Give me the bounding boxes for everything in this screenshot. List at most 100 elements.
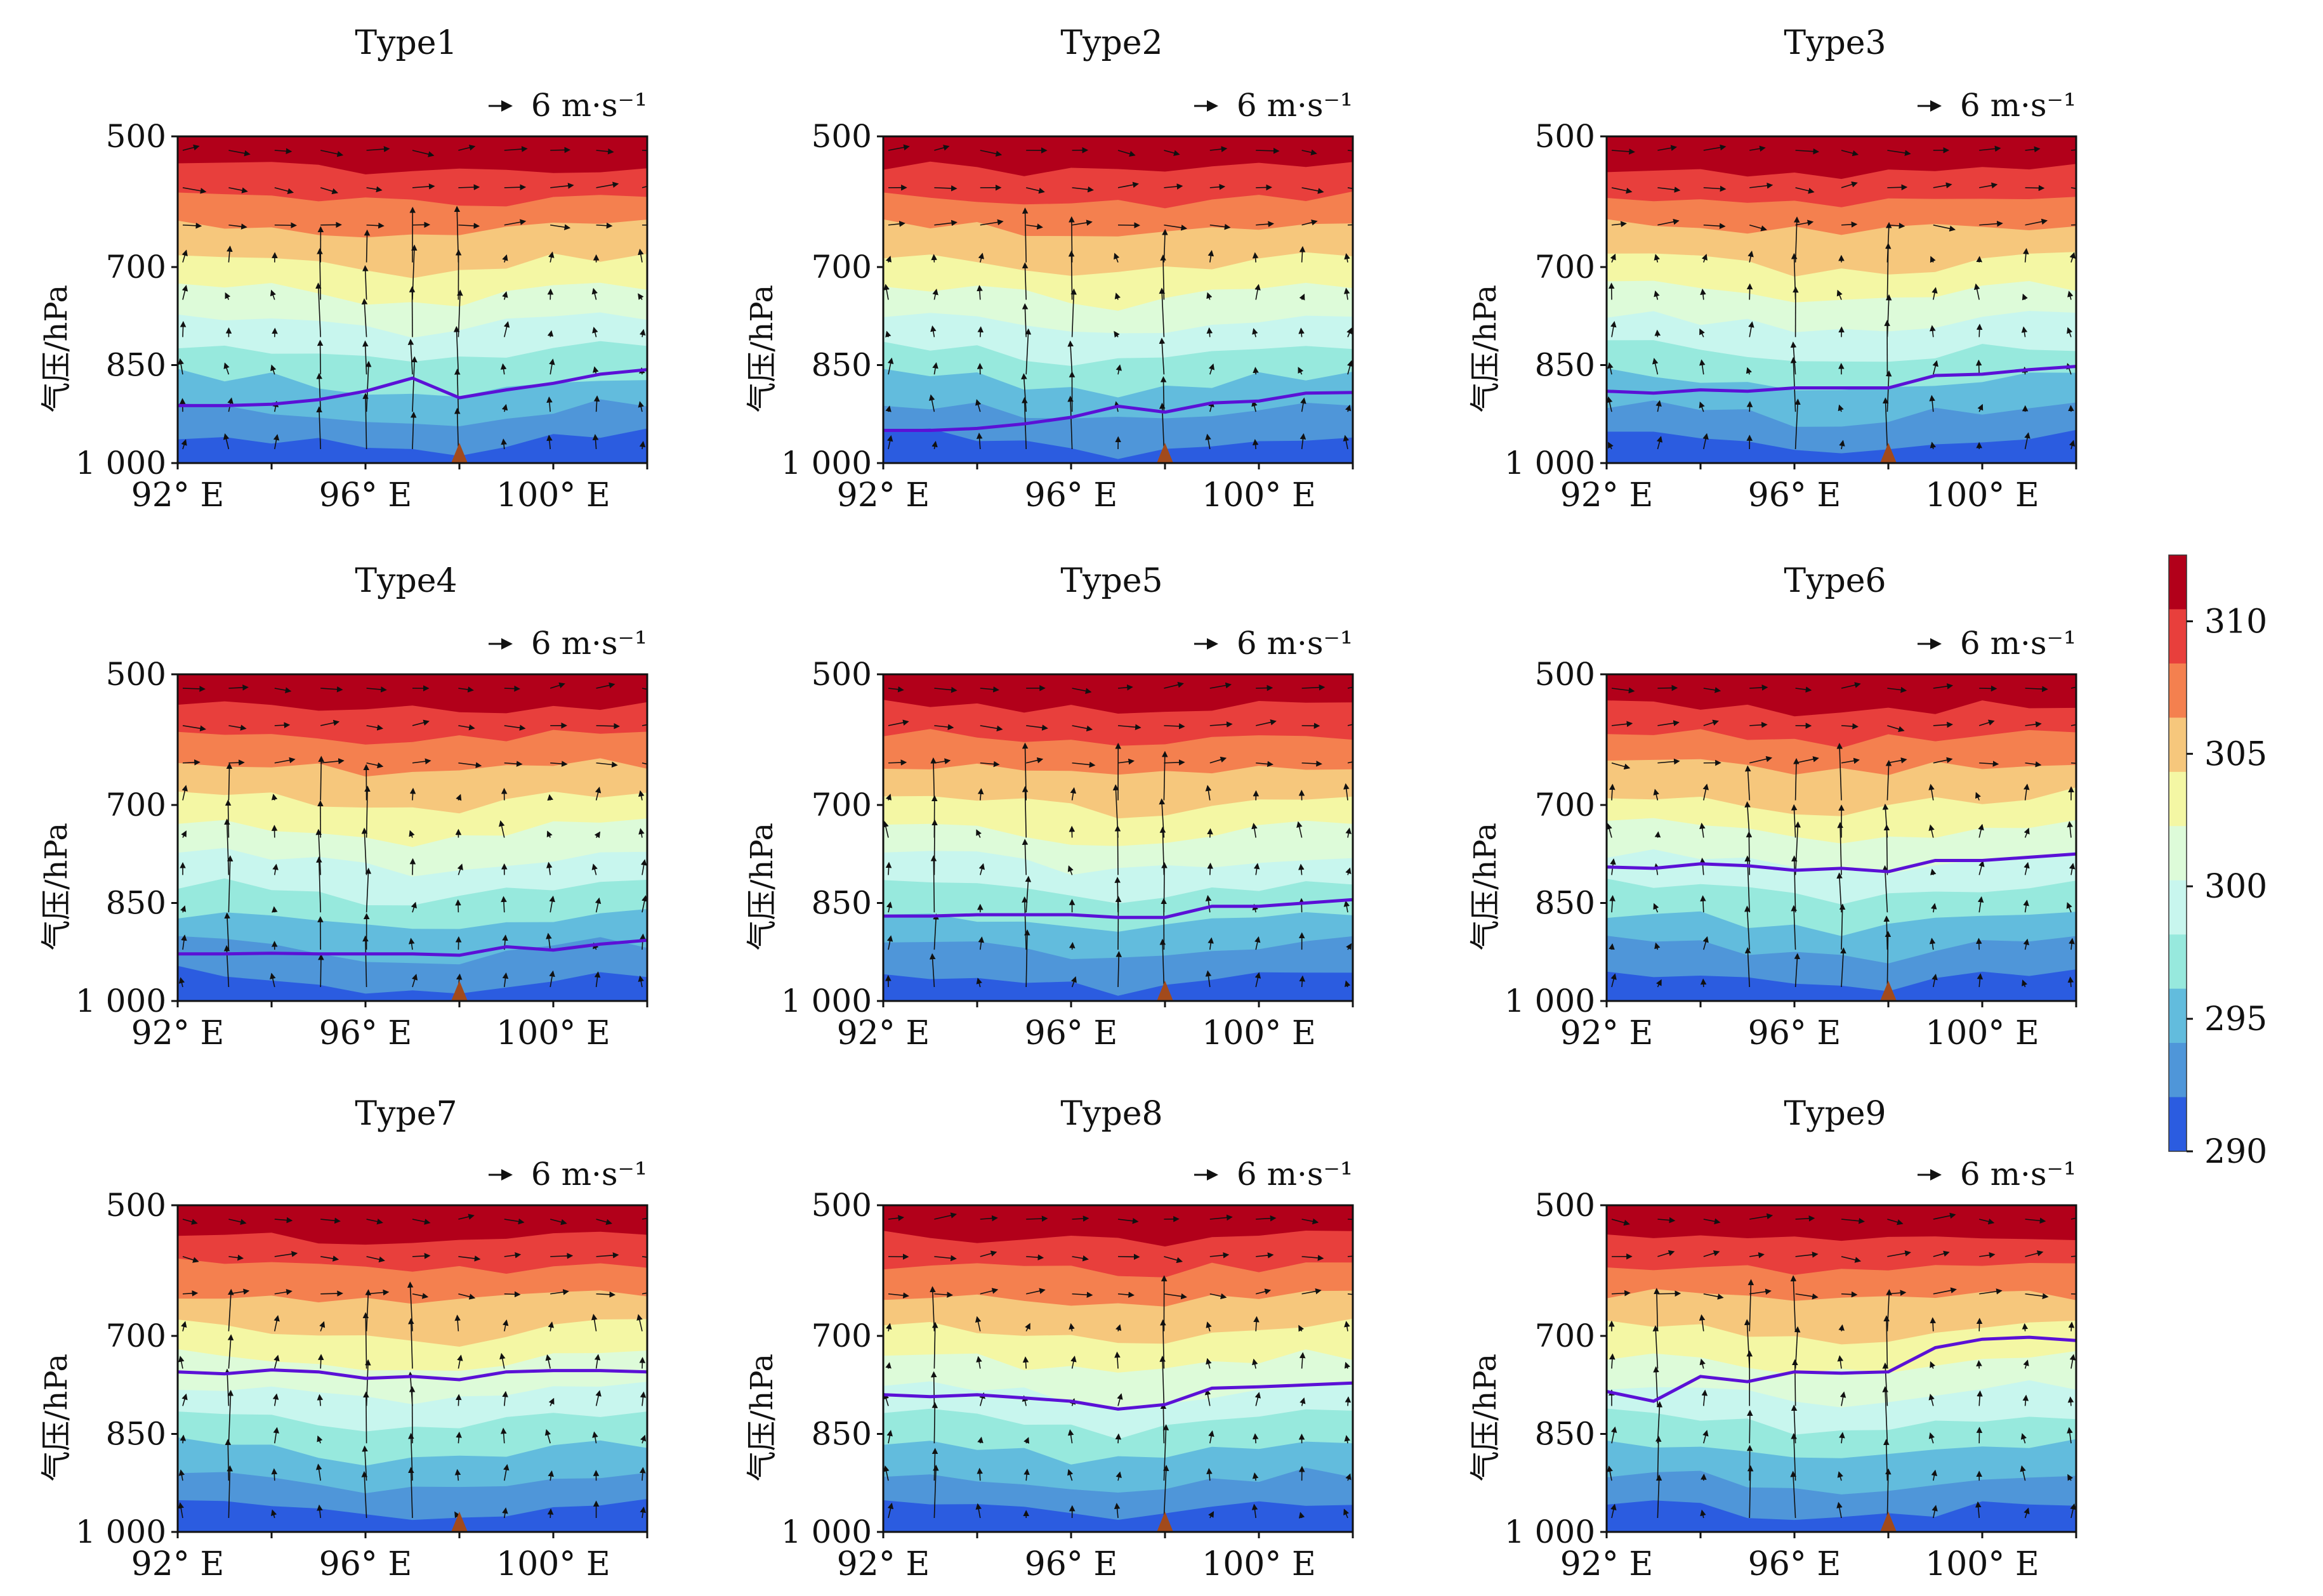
wind-arrow: [546, 830, 553, 838]
wind-arrow: [1611, 148, 1635, 155]
wind-arrow: [1928, 1432, 1935, 1444]
colorbar-segment: [2169, 826, 2187, 881]
colorbar-segment: [2169, 1043, 2187, 1098]
wind-arrow: [591, 863, 598, 875]
wind-arrow: [454, 1314, 461, 1331]
wind-arrow: [1205, 894, 1212, 913]
wind-arrow: [1887, 1219, 1904, 1226]
wind-arrow: [178, 1469, 185, 1481]
wind-arrow: [1702, 783, 1709, 801]
wind-arrow: [366, 146, 390, 152]
wind-arrow: [1209, 721, 1233, 728]
wind-arrow: [228, 223, 247, 230]
wind-arrow: [315, 828, 322, 875]
ref-vector-label: 6 m·s⁻¹: [531, 1156, 647, 1193]
purple-line: [1607, 365, 2076, 395]
wind-arrow: [1162, 1465, 1169, 1519]
purple-line: [883, 391, 1353, 432]
wind-arrow: [2021, 326, 2028, 337]
wind-arrow: [453, 325, 460, 375]
axes-frame: [176, 1204, 648, 1533]
wind-arrow: [638, 828, 645, 838]
wind-arrow: [928, 394, 935, 412]
wind-arrow: [1021, 373, 1027, 412]
wind-arrow: [1610, 973, 1617, 988]
colorbar-segment: [2169, 609, 2187, 664]
contour-band: [883, 136, 1353, 176]
wind-arrow: [1930, 256, 1936, 263]
wind-arrow: [1746, 401, 1753, 412]
wind-arrow: [885, 330, 892, 337]
wind-arrow: [1206, 1321, 1212, 1331]
wind-arrow: [591, 287, 598, 300]
wind-arrow: [1298, 898, 1305, 913]
wind-arrow: [931, 1402, 938, 1444]
wind-arrow: [181, 249, 188, 263]
wind-arrow: [228, 187, 248, 193]
wind-arrow: [980, 219, 1004, 226]
wind-arrow: [1251, 1503, 1258, 1519]
wind-arrow: [2022, 979, 2028, 988]
wind-arrow: [458, 1293, 476, 1300]
wind-arrow: [2022, 293, 2028, 301]
wind-arrow: [930, 1371, 937, 1406]
y-tick-label: 1 000: [1504, 1514, 1595, 1550]
wind-arrow: [1838, 1324, 1845, 1331]
wind-arrow: [1208, 937, 1214, 950]
wind-arrow: [642, 762, 647, 765]
wind-arrow: [319, 1321, 326, 1331]
wind-arrow: [408, 938, 415, 950]
wind-arrow: [412, 1293, 429, 1299]
wind-arrow: [1977, 973, 1984, 988]
wind-arrow: [1345, 867, 1352, 875]
wind-arrow: [550, 183, 574, 189]
x-tick-label: 100° E: [1202, 476, 1316, 514]
wind-arrow: [934, 686, 957, 693]
wind-arrow: [1841, 1291, 1858, 1298]
wind-arrow: [975, 1503, 982, 1519]
wind-arrow: [1795, 1215, 1815, 1222]
wind-arrow: [1252, 1358, 1258, 1369]
wind-arrow: [888, 221, 905, 227]
wind-arrow: [1026, 1288, 1046, 1295]
wind-arrow: [1795, 219, 1814, 226]
wind-arrow: [1209, 183, 1226, 190]
wind-arrow: [1746, 1444, 1753, 1481]
wind-arrow: [1252, 328, 1258, 337]
wind-arrow: [458, 762, 482, 768]
wind-arrow: [1654, 254, 1660, 263]
wind-arrow: [550, 1289, 569, 1295]
wind-arrow: [1301, 684, 1326, 691]
wind-arrow: [458, 184, 480, 190]
wind-arrow: [366, 186, 383, 193]
wind-arrow: [1883, 1315, 1890, 1369]
wind-arrow: [2024, 432, 2030, 450]
wind-arrow: [1069, 1323, 1075, 1331]
wind-arrow: [1930, 903, 1937, 913]
wind-arrow: [1343, 1508, 1349, 1519]
wind-arrow: [271, 1468, 278, 1481]
wind-arrow: [1744, 947, 1751, 988]
wind-arrow: [224, 1368, 231, 1406]
wind-arrow: [503, 1464, 510, 1481]
wind-arrow: [1026, 187, 1045, 194]
wind-arrow: [1299, 245, 1306, 263]
wind-arrow: [2024, 1507, 2030, 1519]
wind-arrow: [2024, 827, 2030, 838]
wind-arrow: [638, 790, 645, 801]
wind-arrow: [548, 1397, 555, 1406]
wind-arrow: [1930, 1361, 1936, 1369]
wind-arrow: [1841, 1217, 1865, 1224]
ref-vector-label: 6 m·s⁻¹: [531, 625, 647, 662]
wind-arrow: [934, 219, 957, 226]
wind-arrow: [366, 724, 384, 731]
wind-arrow: [1703, 687, 1721, 693]
colorbar-segment: [2169, 717, 2187, 773]
wind-arrow: [499, 1352, 506, 1369]
wind-arrow: [1025, 875, 1032, 913]
wind-arrow: [1654, 942, 1661, 950]
panel-title: Type4: [355, 562, 457, 600]
wind-arrow: [1973, 283, 1980, 300]
wind-arrow: [636, 1314, 643, 1331]
wind-arrow: [2025, 1250, 2044, 1257]
